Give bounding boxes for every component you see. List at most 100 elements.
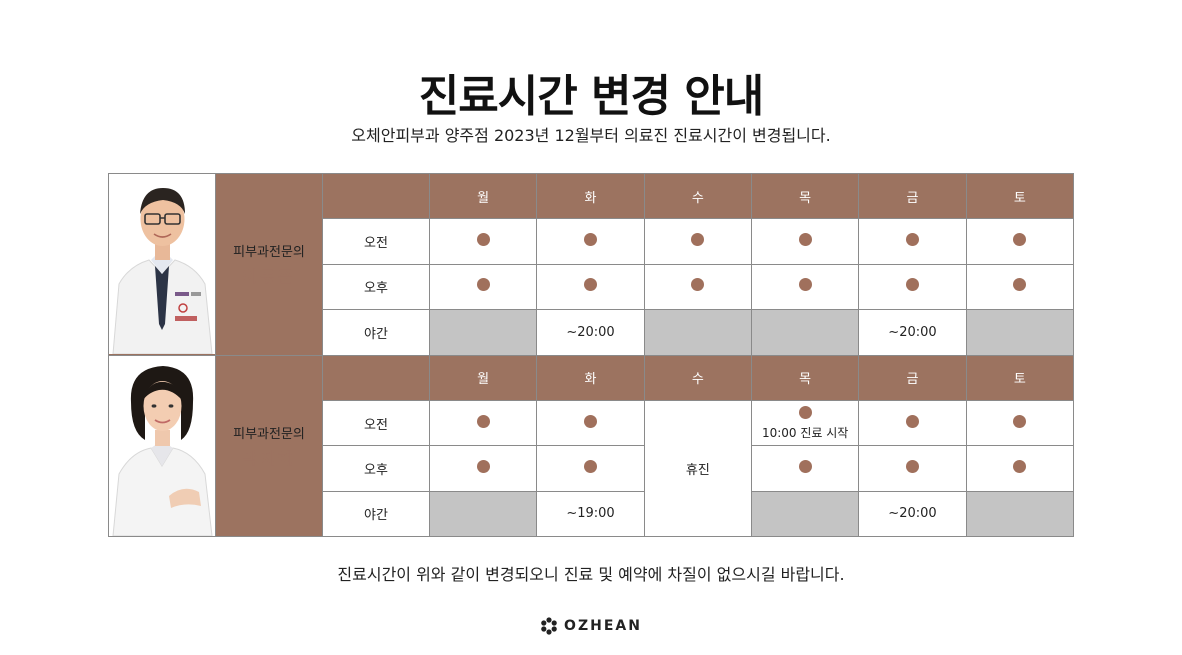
schedule-cell (965, 218, 1075, 265)
doctor-name: 박지혜 (242, 448, 296, 468)
available-dot (583, 460, 597, 474)
schedule-cell (536, 399, 645, 447)
schedule-row-pm: 오후 (109, 445, 1075, 492)
schedule-cell (536, 445, 645, 492)
closed-cell (965, 490, 1075, 538)
schedule-cell (750, 445, 860, 492)
day-header-mon: 월 (428, 172, 538, 220)
evening-hours-tue: ~19:00 (536, 490, 645, 538)
page-title: 진료시간 변경 안내 (418, 71, 764, 122)
schedule-cell (536, 263, 645, 311)
day-header-tue: 화 (536, 172, 645, 220)
available-dot (476, 233, 490, 247)
closed-cell (428, 490, 538, 538)
schedule-cell (750, 263, 860, 311)
day-header-fri: 금 (858, 354, 967, 401)
schedule-cell (858, 218, 967, 265)
doctor-portrait-icon (109, 174, 215, 355)
start-time-note: 10:00 진료 시작 (761, 425, 849, 440)
doctor-name: 이동준 (242, 267, 296, 287)
period-label-am: 오전 (322, 399, 430, 447)
available-dot (1013, 278, 1027, 292)
evening-hours-fri: ~20:00 (858, 490, 967, 538)
available-dot (905, 278, 919, 292)
day-header-wed: 수 (643, 172, 752, 220)
wed-closed-cell: 휴진 (643, 399, 752, 538)
available-dot (905, 460, 919, 474)
schedule-cell (643, 263, 752, 311)
day-header-sat: 토 (965, 172, 1075, 220)
day-header-fri: 금 (858, 172, 967, 220)
closed-cell (965, 309, 1075, 356)
schedule-cell (428, 399, 538, 447)
doctor-photo (108, 354, 216, 538)
brand-logo: OZHEAN (0, 617, 1182, 635)
available-dot (476, 460, 490, 474)
page-subtitle: 오체안피부과 양주점 2023년 12월부터 의료진 진료시간이 변경됩니다. (351, 126, 831, 145)
schedule-row-evening: 야간 ~20:00 ~20:00 (109, 309, 1075, 356)
doctor-specialty: 피부과전문의 (233, 245, 305, 261)
schedule-cell (428, 263, 538, 311)
schedule-cell (965, 263, 1075, 311)
schedule-row-evening: 야간 ~19:00 ~20:00 (109, 490, 1075, 538)
header-blank-cell (322, 172, 430, 220)
available-dot (1013, 460, 1027, 474)
available-dot (798, 278, 812, 292)
schedule-cell (965, 399, 1075, 447)
footer-note: 진료시간이 위와 같이 변경되오니 진료 및 예약에 차질이 없으시길 바랍니다… (337, 565, 845, 584)
doctor-specialty: 피부과전문의 (233, 426, 305, 442)
day-header-sat: 토 (965, 354, 1075, 401)
available-dot (1013, 233, 1027, 247)
schedule-header-row: 피부과전문의 이동준 월 화 수 목 금 토 (108, 172, 1075, 356)
available-dot (798, 460, 812, 474)
schedule-cell (536, 218, 645, 265)
brand-name: OZHEAN (564, 618, 642, 634)
available-dot (476, 278, 490, 292)
available-dot (583, 414, 597, 428)
available-dot (476, 414, 490, 428)
available-dot (583, 278, 597, 292)
period-label-pm: 오후 (322, 263, 430, 311)
doctor-portrait-icon (109, 356, 215, 536)
schedule-header-row: 피부과전문의 박지혜 월 화 수 목 금 토 (108, 354, 1075, 538)
closed-cell (750, 309, 860, 356)
evening-hours-fri: ~20:00 (858, 309, 967, 356)
doctor-photo (108, 173, 216, 356)
closed-cell (750, 490, 860, 538)
day-header-thu: 목 (750, 172, 860, 220)
available-dot (905, 233, 919, 247)
schedule-cell (428, 445, 538, 492)
schedule-cell (858, 399, 967, 447)
available-dot (691, 278, 705, 292)
flower-icon (541, 617, 557, 635)
doctor-info: 피부과전문의 박지혜 (215, 354, 323, 538)
schedule-table: 피부과전문의 이동준 월 화 수 목 금 토 오전 오후 야간 ~20:00 ~… (108, 172, 1075, 538)
closed-cell (428, 309, 538, 356)
period-label-am: 오전 (322, 218, 430, 265)
closed-cell (643, 309, 752, 356)
period-label-evening: 야간 (322, 309, 430, 356)
available-dot (798, 405, 812, 419)
schedule-cell (858, 263, 967, 311)
available-dot (583, 233, 597, 247)
available-dot (798, 233, 812, 247)
period-label-pm: 오후 (322, 445, 430, 492)
schedule-cell (750, 218, 860, 265)
doctor-info: 피부과전문의 이동준 (215, 173, 323, 356)
schedule-cell (643, 218, 752, 265)
available-dot (1013, 414, 1027, 428)
header-blank-cell (322, 354, 430, 401)
schedule-cell: 10:00 진료 시작 (750, 399, 860, 447)
day-header-mon: 월 (428, 354, 538, 401)
schedule-cell (858, 445, 967, 492)
schedule-cell (428, 218, 538, 265)
schedule-row-pm: 오후 (109, 263, 1075, 311)
day-header-tue: 화 (536, 354, 645, 401)
available-dot (905, 414, 919, 428)
schedule-cell (965, 445, 1075, 492)
period-label-evening: 야간 (322, 490, 430, 538)
available-dot (691, 233, 705, 247)
schedule-row-am: 오전 휴진 10:00 진료 시작 (109, 399, 1075, 538)
schedule-row-am: 오전 (109, 218, 1075, 265)
day-header-wed: 수 (643, 354, 752, 401)
